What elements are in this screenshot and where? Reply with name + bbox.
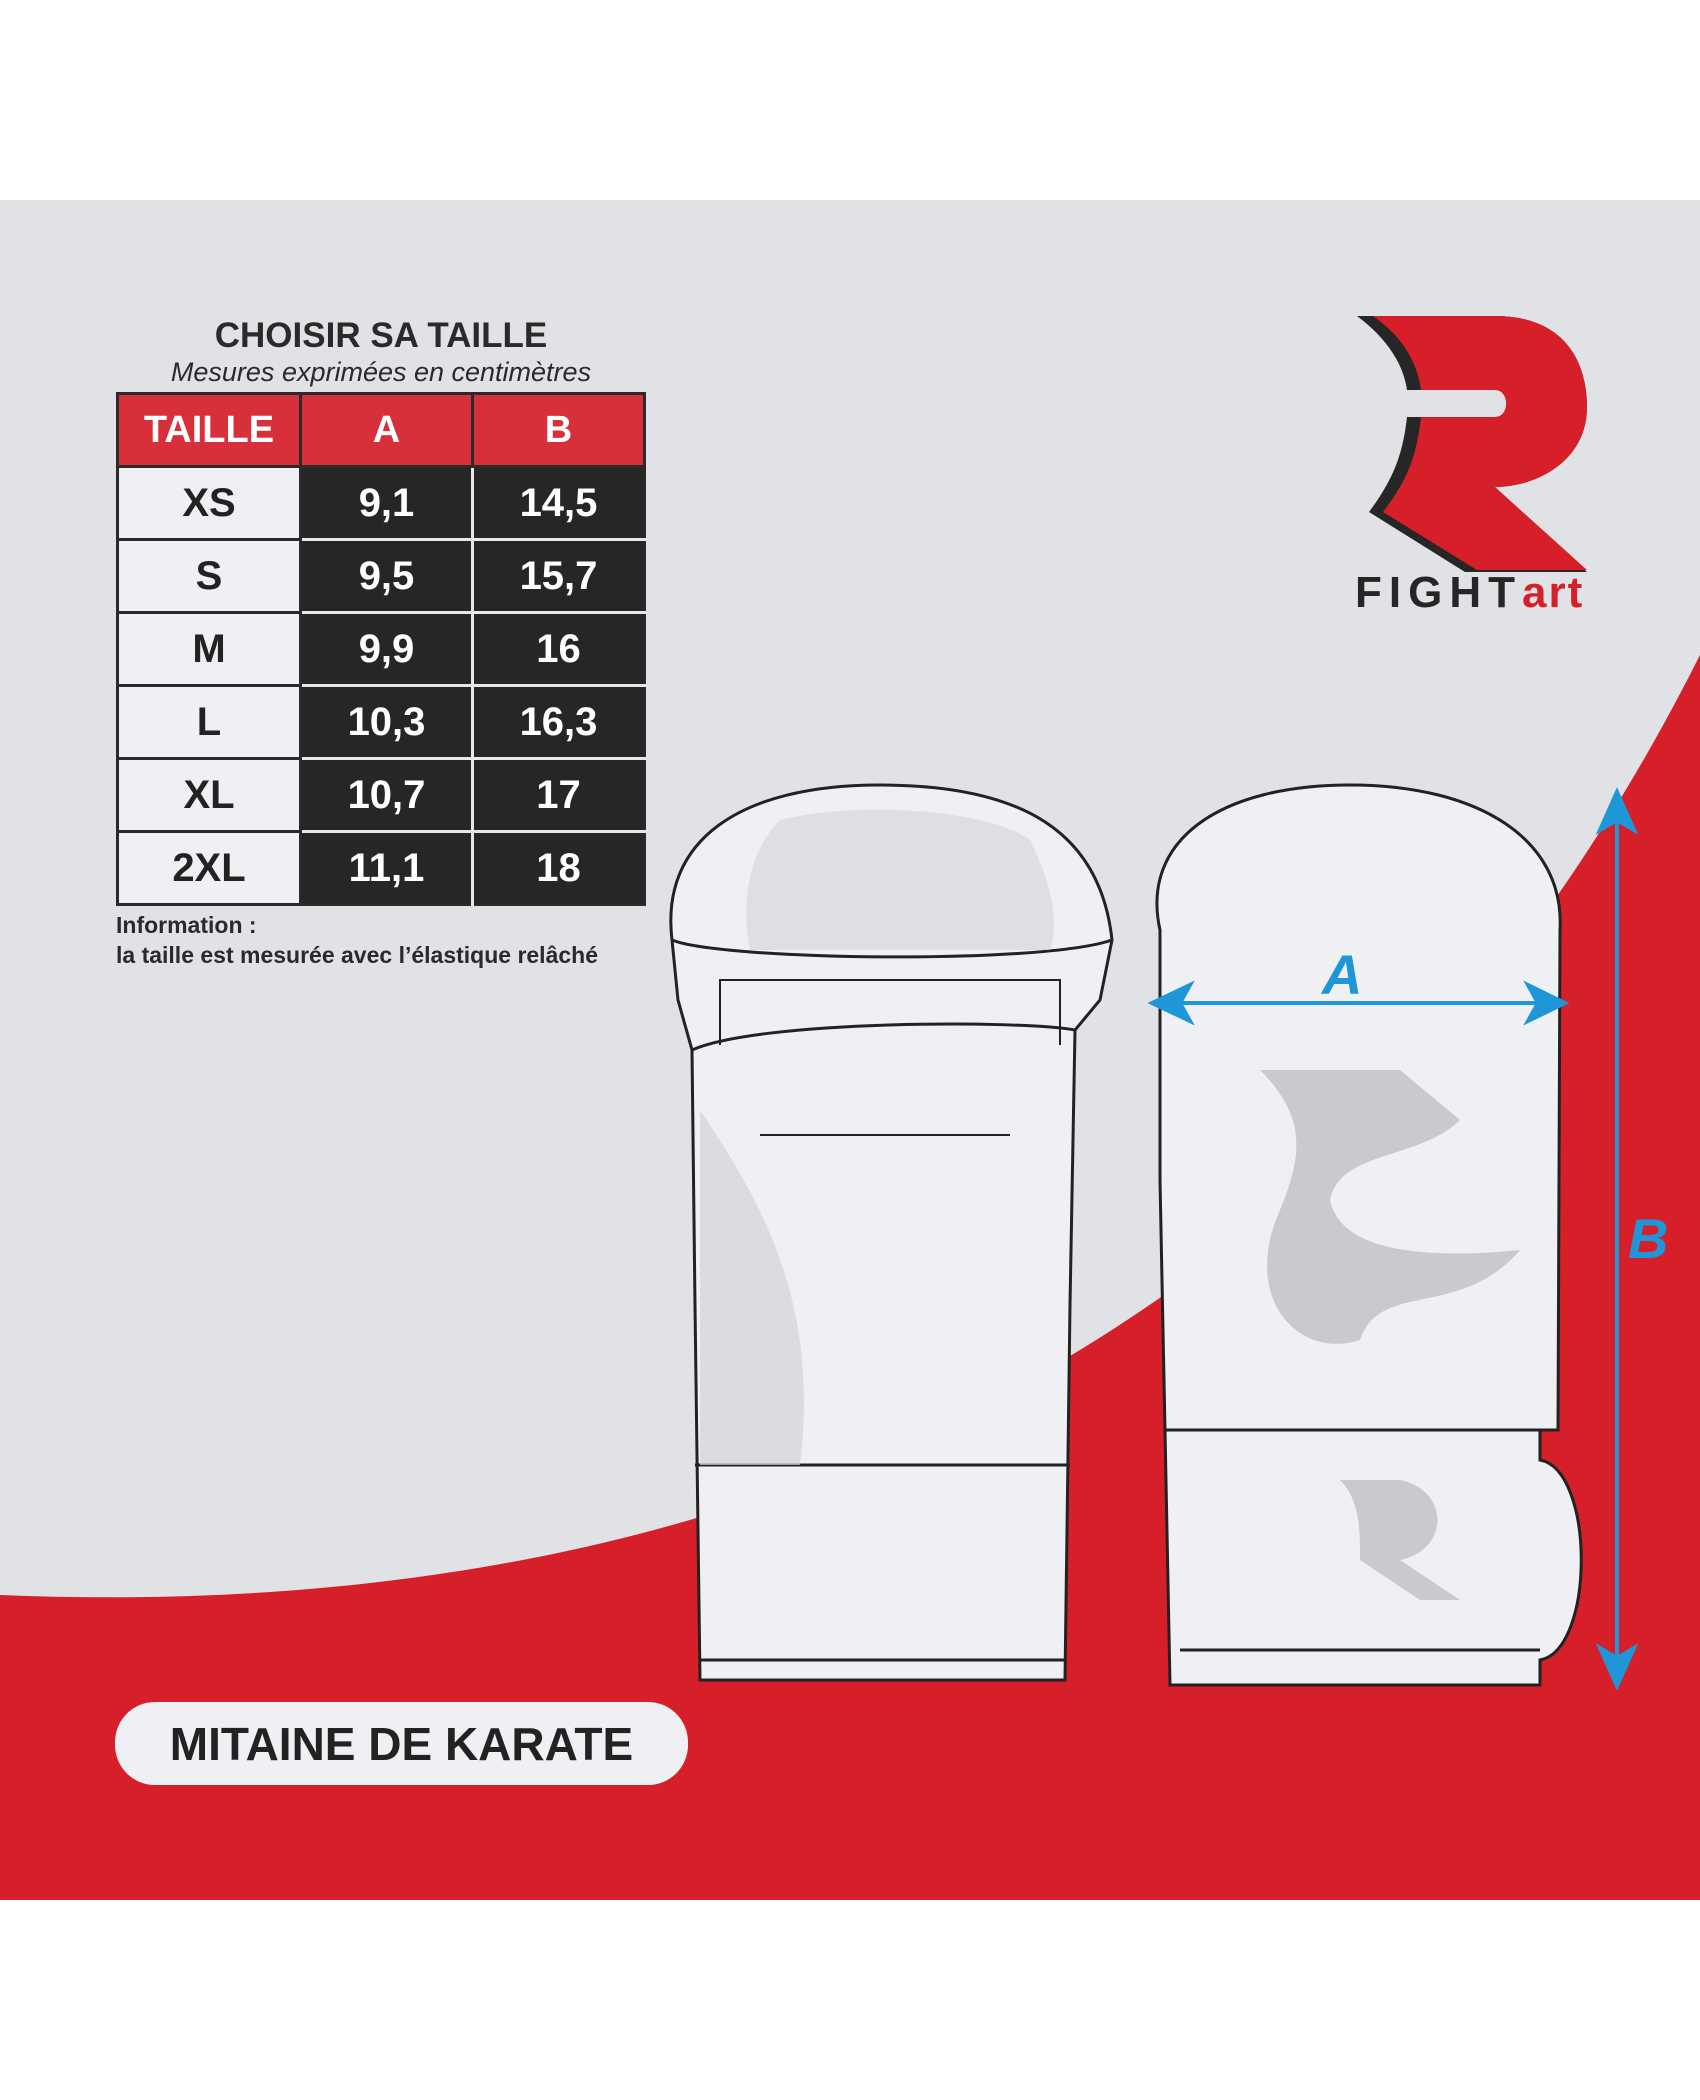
info-text: la taille est mesurée avec l’élastique r… — [116, 942, 599, 968]
size-cell: XS — [117, 466, 302, 541]
value-a-cell: 11,1 — [300, 831, 474, 905]
value-b-cell: 15,7 — [472, 539, 645, 614]
size-cell: S — [117, 539, 302, 614]
header-b: B — [472, 393, 645, 468]
value-b-cell: 16,3 — [472, 685, 645, 760]
dimension-label-a: A — [1322, 943, 1363, 1006]
table-row: XL 10,7 17 — [117, 758, 645, 833]
table-row: S 9,5 15,7 — [117, 539, 645, 614]
size-cell: L — [117, 685, 302, 760]
size-table: TAILLE A B XS 9,1 14,5 S 9,5 15,7 M 9,9 16 L 10,3 1… — [116, 392, 646, 906]
value-b-cell: 17 — [472, 758, 645, 833]
dimension-arrows — [1147, 787, 1639, 1691]
value-a-cell: 10,7 — [300, 758, 474, 833]
header-taille: TAILLE — [117, 393, 302, 468]
header-a: A — [300, 393, 474, 468]
table-header-row: TAILLE A B — [117, 393, 645, 468]
product-name-badge: MITAINE DE KARATE — [115, 1702, 688, 1785]
dimension-label-b: B — [1628, 1207, 1669, 1270]
chart-title: CHOISIR SA TAILLE — [214, 316, 548, 355]
glove-palm — [1155, 783, 1583, 1687]
chart-subtitle: Mesures exprimées en centimètres — [170, 357, 592, 387]
size-cell: M — [117, 612, 302, 687]
size-cell: 2XL — [117, 831, 302, 905]
value-a-cell: 9,5 — [300, 539, 474, 614]
value-b-cell: 16 — [472, 612, 645, 687]
value-b-cell: 14,5 — [472, 466, 645, 541]
fightart-logo-icon — [1357, 316, 1587, 572]
table-row: XS 9,1 14,5 — [117, 466, 645, 541]
info-label: Information : — [116, 912, 257, 938]
glove-illustration — [669, 783, 1639, 1691]
logo-wordmark: FIGHTart — [1355, 568, 1585, 617]
table-row: L 10,3 16,3 — [117, 685, 645, 760]
table-row: M 9,9 16 — [117, 612, 645, 687]
size-cell: XL — [117, 758, 302, 833]
value-b-cell: 18 — [472, 831, 645, 905]
value-a-cell: 9,1 — [300, 466, 474, 541]
value-a-cell: 9,9 — [300, 612, 474, 687]
value-a-cell: 10,3 — [300, 685, 474, 760]
table-row: 2XL 11,1 18 — [117, 831, 645, 905]
